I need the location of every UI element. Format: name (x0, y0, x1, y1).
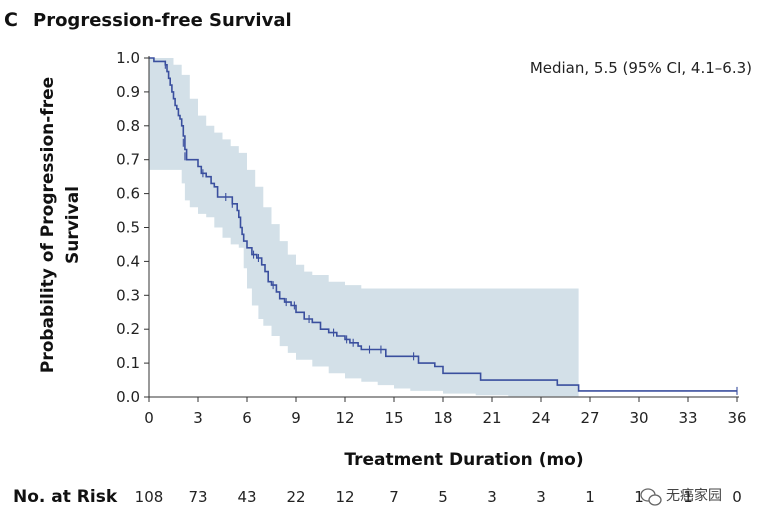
y-tick-label: 0.6 (116, 185, 140, 203)
y-tick-label: 0.1 (116, 354, 140, 372)
y-tick-label: 0.8 (116, 117, 140, 135)
ci-band-layer (149, 58, 579, 397)
risk-value: 108 (135, 488, 164, 506)
risk-value: 12 (335, 488, 354, 506)
risk-table-title: No. at Risk (13, 487, 118, 507)
y-tick-label: 0.9 (116, 83, 140, 101)
risk-table-values: 108 73 43 22 12 7 5 3 3 1 1 1 0 (135, 488, 742, 506)
risk-value: 1 (683, 488, 693, 506)
x-tick-label: 0 (144, 409, 154, 427)
x-tick-label: 24 (531, 409, 550, 427)
x-tick-label: 30 (629, 409, 648, 427)
watermark-text: 无癌家园 (666, 487, 722, 504)
y-axis-title-line-2: Survival (63, 186, 83, 264)
panel-letter: C (4, 9, 18, 31)
y-tick-label: 0.5 (116, 219, 140, 237)
x-tick-label: 36 (727, 409, 746, 427)
y-tick-label: 0.3 (116, 286, 140, 304)
axes: 0.00.10.20.30.40.50.60.70.80.91.00 3 6 9 12 1… (116, 49, 746, 427)
curve-layer (149, 57, 738, 395)
survival-curve (149, 57, 737, 392)
x-tick-label: 9 (291, 409, 301, 427)
watermark: 无癌家园 (640, 487, 722, 506)
risk-value: 1 (634, 488, 644, 506)
x-tick-label: 21 (482, 409, 501, 427)
panel-title: Progression-free Survival (33, 10, 292, 31)
y-tick-label: 0.4 (116, 252, 140, 270)
risk-value: 0 (732, 488, 742, 506)
risk-value: 3 (536, 488, 546, 506)
x-tick-label: 12 (335, 409, 354, 427)
risk-value: 3 (487, 488, 497, 506)
risk-value: 43 (237, 488, 256, 506)
x-axis-title: Treatment Duration (mo) (344, 450, 583, 470)
x-tick-label: 15 (384, 409, 403, 427)
ci-band (149, 58, 579, 397)
risk-value: 22 (286, 488, 305, 506)
risk-value: 73 (188, 488, 207, 506)
x-tick-label: 33 (678, 409, 697, 427)
y-tick-label: 0.0 (116, 388, 140, 406)
y-tick-label: 0.2 (116, 320, 140, 338)
x-tick-label: 27 (580, 409, 599, 427)
y-tick-label: 1.0 (116, 49, 140, 67)
y-axis-title-line-1: Probability of Progression-free (38, 77, 58, 373)
median-annotation: Median, 5.5 (95% CI, 4.1–6.3) (530, 59, 752, 77)
x-tick-label: 18 (433, 409, 452, 427)
risk-value: 5 (438, 488, 448, 506)
x-tick-label: 3 (193, 409, 203, 427)
x-tick-label: 6 (242, 409, 252, 427)
y-axis-title: Probability of Progression-free Survival (38, 77, 83, 373)
risk-value: 1 (585, 488, 595, 506)
y-tick-label: 0.7 (116, 151, 140, 169)
risk-value: 7 (389, 488, 399, 506)
wechat-icon (640, 488, 662, 506)
